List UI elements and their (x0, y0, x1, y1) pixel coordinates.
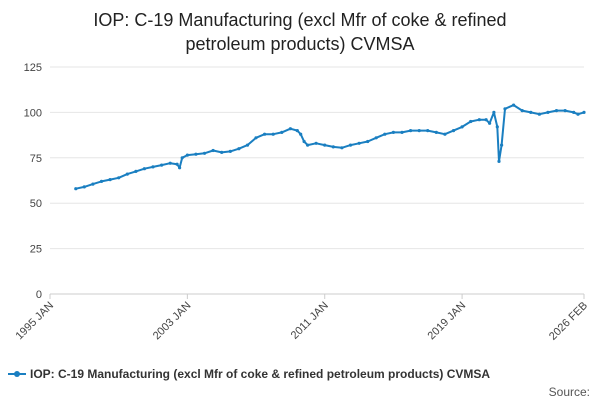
data-point-42[interactable] (400, 130, 404, 134)
data-point-53[interactable] (488, 121, 492, 125)
data-point-55[interactable] (495, 125, 499, 129)
data-point-4[interactable] (108, 178, 112, 182)
data-point-3[interactable] (99, 179, 104, 183)
data-point-63[interactable] (546, 110, 550, 114)
data-point-0[interactable] (74, 187, 78, 191)
data-point-54[interactable] (492, 110, 496, 114)
data-point-7[interactable] (134, 169, 138, 173)
x-tick-label-1: 2003 JAN (151, 300, 194, 343)
data-point-6[interactable] (125, 172, 129, 176)
data-point-23[interactable] (254, 136, 258, 140)
data-point-10[interactable] (160, 163, 164, 167)
legend-marker-icon (14, 371, 20, 377)
chart-title-line-2: petroleum products) CVMSA (185, 34, 414, 54)
data-point-26[interactable] (280, 130, 284, 134)
data-point-5[interactable] (117, 176, 121, 180)
data-point-24[interactable] (263, 132, 267, 136)
data-point-44[interactable] (417, 129, 421, 133)
data-point-35[interactable] (340, 146, 344, 150)
y-tick-label-0: 0 (36, 289, 42, 301)
data-point-45[interactable] (426, 129, 430, 133)
y-tick-label-75: 75 (30, 153, 42, 165)
data-point-16[interactable] (194, 152, 198, 156)
data-point-66[interactable] (572, 110, 576, 114)
data-point-9[interactable] (151, 165, 155, 169)
data-point-29[interactable] (299, 132, 303, 136)
data-point-12[interactable] (175, 162, 179, 166)
data-point-27[interactable] (288, 127, 292, 131)
legend-label: IOP: C-19 Manufacturing (excl Mfr of cok… (30, 367, 490, 381)
y-tick-label-125: 125 (24, 62, 42, 74)
data-point-36[interactable] (348, 143, 353, 147)
data-point-25[interactable] (271, 132, 275, 136)
data-point-8[interactable] (142, 167, 146, 171)
data-point-18[interactable] (211, 148, 215, 153)
data-point-39[interactable] (374, 136, 378, 140)
data-point-38[interactable] (366, 139, 370, 144)
data-point-31[interactable] (306, 143, 310, 147)
data-point-21[interactable] (237, 147, 241, 151)
y-gridlines (50, 66, 584, 295)
data-point-60[interactable] (520, 109, 524, 113)
data-point-41[interactable] (391, 130, 395, 134)
series-points (74, 103, 586, 191)
data-point-30[interactable] (302, 139, 306, 144)
data-point-15[interactable] (185, 153, 189, 157)
data-point-49[interactable] (460, 125, 464, 129)
data-point-1[interactable] (82, 185, 86, 189)
data-point-61[interactable] (529, 110, 533, 114)
x-tick-label-4: 2026 FEB (547, 300, 590, 343)
data-point-62[interactable] (537, 112, 542, 116)
x-tick-marks (49, 294, 585, 299)
data-point-2[interactable] (91, 182, 95, 186)
data-point-37[interactable] (357, 141, 361, 145)
data-point-11[interactable] (168, 161, 172, 165)
data-point-32[interactable] (314, 141, 318, 145)
data-point-67[interactable] (576, 112, 580, 116)
data-point-20[interactable] (228, 149, 232, 153)
data-point-64[interactable] (554, 109, 559, 113)
data-point-33[interactable] (323, 143, 327, 147)
data-point-22[interactable] (245, 143, 250, 147)
data-point-43[interactable] (409, 129, 413, 133)
data-point-59[interactable] (511, 103, 516, 107)
data-point-34[interactable] (331, 145, 335, 149)
y-tick-labels: 0 25 50 75 100 125 (24, 62, 42, 301)
x-tick-labels: 1995 JAN 2003 JAN 2011 JAN 2019 JAN 2026 FEB (13, 300, 590, 343)
legend[interactable]: IOP: C-19 Manufacturing (excl Mfr of cok… (8, 367, 490, 381)
y-tick-label-25: 25 (30, 244, 42, 256)
x-tick-label-2: 2011 JAN (289, 300, 331, 342)
data-point-50[interactable] (469, 119, 473, 124)
data-point-46[interactable] (434, 130, 438, 134)
source-label: Source: (549, 385, 590, 399)
data-point-47[interactable] (443, 132, 447, 136)
data-point-40[interactable] (383, 132, 387, 136)
data-point-13[interactable] (178, 166, 182, 170)
data-point-57[interactable] (500, 143, 504, 147)
chart-title-line-1: IOP: C-19 Manufacturing (excl Mfr of cok… (93, 10, 506, 30)
data-point-65[interactable] (563, 109, 567, 113)
data-point-17[interactable] (202, 151, 207, 155)
data-point-56[interactable] (497, 159, 501, 163)
y-tick-label-50: 50 (30, 198, 42, 210)
series-line (75, 104, 585, 190)
data-point-68[interactable] (582, 110, 586, 114)
x-tick-label-3: 2019 JAN (426, 300, 469, 343)
x-tick-label-0: 1995 JAN (13, 300, 56, 343)
data-point-51[interactable] (477, 118, 481, 122)
data-point-58[interactable] (503, 107, 507, 111)
data-point-14[interactable] (180, 156, 184, 160)
y-tick-label-100: 100 (24, 107, 42, 119)
data-point-19[interactable] (220, 150, 224, 154)
data-point-52[interactable] (484, 118, 488, 122)
data-point-48[interactable] (451, 129, 456, 133)
data-point-28[interactable] (295, 129, 299, 133)
